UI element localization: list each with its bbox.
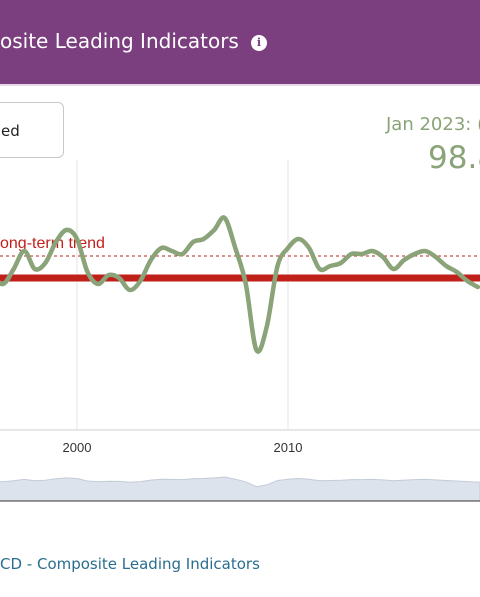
chart-header: osite Leading Indicators i — [0, 0, 480, 86]
x-axis-ticks: 2000 2010 — [63, 440, 303, 455]
chart-title: osite Leading Indicators — [0, 29, 239, 53]
series-line — [0, 215, 480, 354]
x-tick-label: 2010 — [274, 440, 303, 455]
info-icon[interactable]: i — [251, 35, 267, 51]
readout-date: Jan 2023: ( — [386, 114, 480, 135]
x-tick-label: 2000 — [63, 440, 92, 455]
navigator — [0, 458, 480, 502]
country-selector-value: ed — [1, 122, 20, 140]
readout-value: 98.8 — [428, 140, 480, 176]
source-link[interactable]: CD - Composite Leading Indicators — [0, 555, 260, 573]
navigator-area — [0, 476, 480, 502]
country-selector[interactable]: ed — [0, 102, 64, 158]
grid-lines — [76, 160, 289, 430]
